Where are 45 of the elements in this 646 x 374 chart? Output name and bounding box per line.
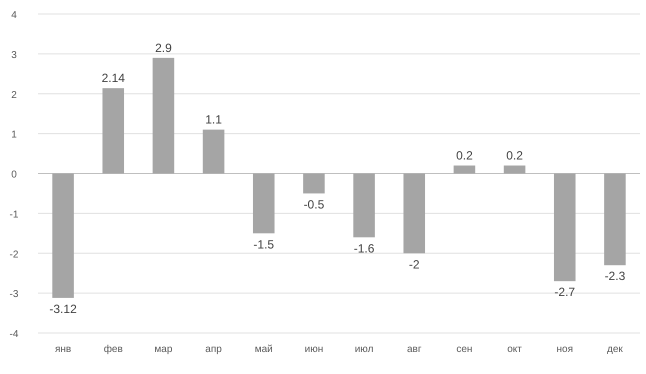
y-tick-label: 4	[11, 10, 18, 21]
data-label: -2.7	[554, 285, 576, 300]
x-tick-label: мар	[154, 344, 173, 355]
bar	[152, 58, 174, 174]
x-tick-label: авг	[406, 344, 422, 355]
x-tick-label: июн	[304, 344, 324, 355]
x-tick-label: апр	[205, 344, 222, 355]
bar	[303, 174, 325, 194]
y-tick-label: -3	[10, 289, 19, 300]
data-label: 2.9	[155, 40, 172, 55]
data-label: -1.5	[253, 237, 274, 252]
data-label: -0.5	[304, 197, 325, 212]
bar	[202, 130, 224, 174]
x-tick-label: май	[254, 344, 273, 355]
data-label: 1.1	[205, 112, 222, 127]
bar	[454, 166, 476, 174]
y-tick-label: 3	[11, 50, 18, 61]
bar	[52, 174, 74, 298]
data-label: 0.2	[456, 148, 474, 163]
x-tick-label: окт	[507, 344, 522, 355]
bar	[504, 166, 526, 174]
x-tick-label: сен	[456, 344, 472, 355]
x-tick-label: ноя	[556, 344, 573, 355]
data-label: -2.3	[604, 269, 626, 284]
data-label: -3.12	[49, 302, 78, 316]
bar	[403, 174, 426, 254]
x-tick-label: дек	[607, 344, 624, 355]
bar	[102, 88, 124, 174]
y-tick-label: -1	[10, 209, 19, 220]
y-tick-label: -2	[10, 249, 19, 260]
data-label: 0.2	[506, 148, 524, 163]
data-label: -2	[408, 257, 420, 272]
bar	[554, 174, 576, 282]
bar	[353, 174, 375, 238]
bar	[604, 174, 626, 266]
x-tick-label: фев	[104, 344, 123, 355]
data-label: -1.6	[354, 241, 375, 256]
y-tick-label: -4	[10, 329, 19, 340]
y-tick-label: 2	[11, 90, 18, 101]
x-tick-label: янв	[54, 344, 72, 355]
y-tick-label: 1	[11, 130, 18, 141]
data-label: 2.14	[102, 71, 126, 86]
y-tick-label: 0	[11, 170, 18, 180]
bar	[252, 174, 275, 234]
x-tick-label: июл	[354, 344, 374, 355]
